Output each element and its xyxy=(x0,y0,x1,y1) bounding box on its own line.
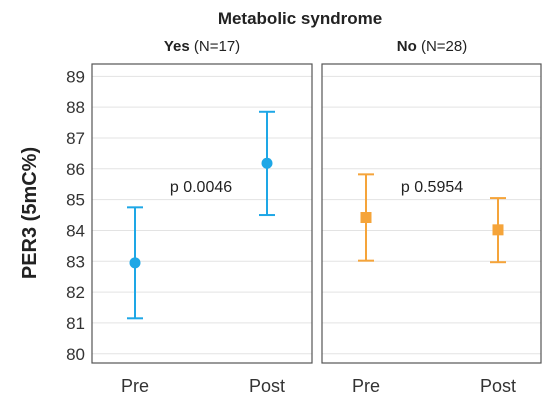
y-tick-label: 85 xyxy=(66,191,85,210)
data-point xyxy=(129,257,141,269)
y-tick-label: 80 xyxy=(66,345,85,364)
y-tick-label: 81 xyxy=(66,314,85,333)
p-value-annotation: p 0.5954 xyxy=(401,179,463,196)
y-tick-label: 88 xyxy=(66,98,85,117)
y-tick-label: 89 xyxy=(66,67,85,86)
y-tick-label: 82 xyxy=(66,283,85,302)
y-tick-label: 84 xyxy=(66,221,85,240)
p-value-annotation: p 0.0046 xyxy=(170,179,232,196)
panel-frame xyxy=(321,63,542,364)
data-point xyxy=(360,212,372,224)
data-point xyxy=(492,224,504,236)
y-tick-label: 87 xyxy=(66,129,85,148)
y-axis-label: PER3 (5mC%) xyxy=(19,147,41,279)
panel-header: Yes (N=17) xyxy=(164,38,240,55)
x-tick-label: Post xyxy=(249,376,285,396)
x-tick-label: Pre xyxy=(352,376,380,396)
chart-title: Metabolic syndrome xyxy=(218,9,382,28)
x-tick-label: Pre xyxy=(121,376,149,396)
panel-header-n: (N=28) xyxy=(417,38,467,55)
panel-header-n: (N=17) xyxy=(190,38,240,55)
panel-frame xyxy=(91,63,313,364)
y-tick-label: 83 xyxy=(66,252,85,271)
data-point xyxy=(261,157,273,169)
panel-header: No (N=28) xyxy=(397,38,467,55)
panel-header-group: Yes xyxy=(164,38,190,55)
panel-header-group: No xyxy=(397,38,417,55)
y-tick-label: 86 xyxy=(66,160,85,179)
x-tick-label: Post xyxy=(480,376,516,396)
